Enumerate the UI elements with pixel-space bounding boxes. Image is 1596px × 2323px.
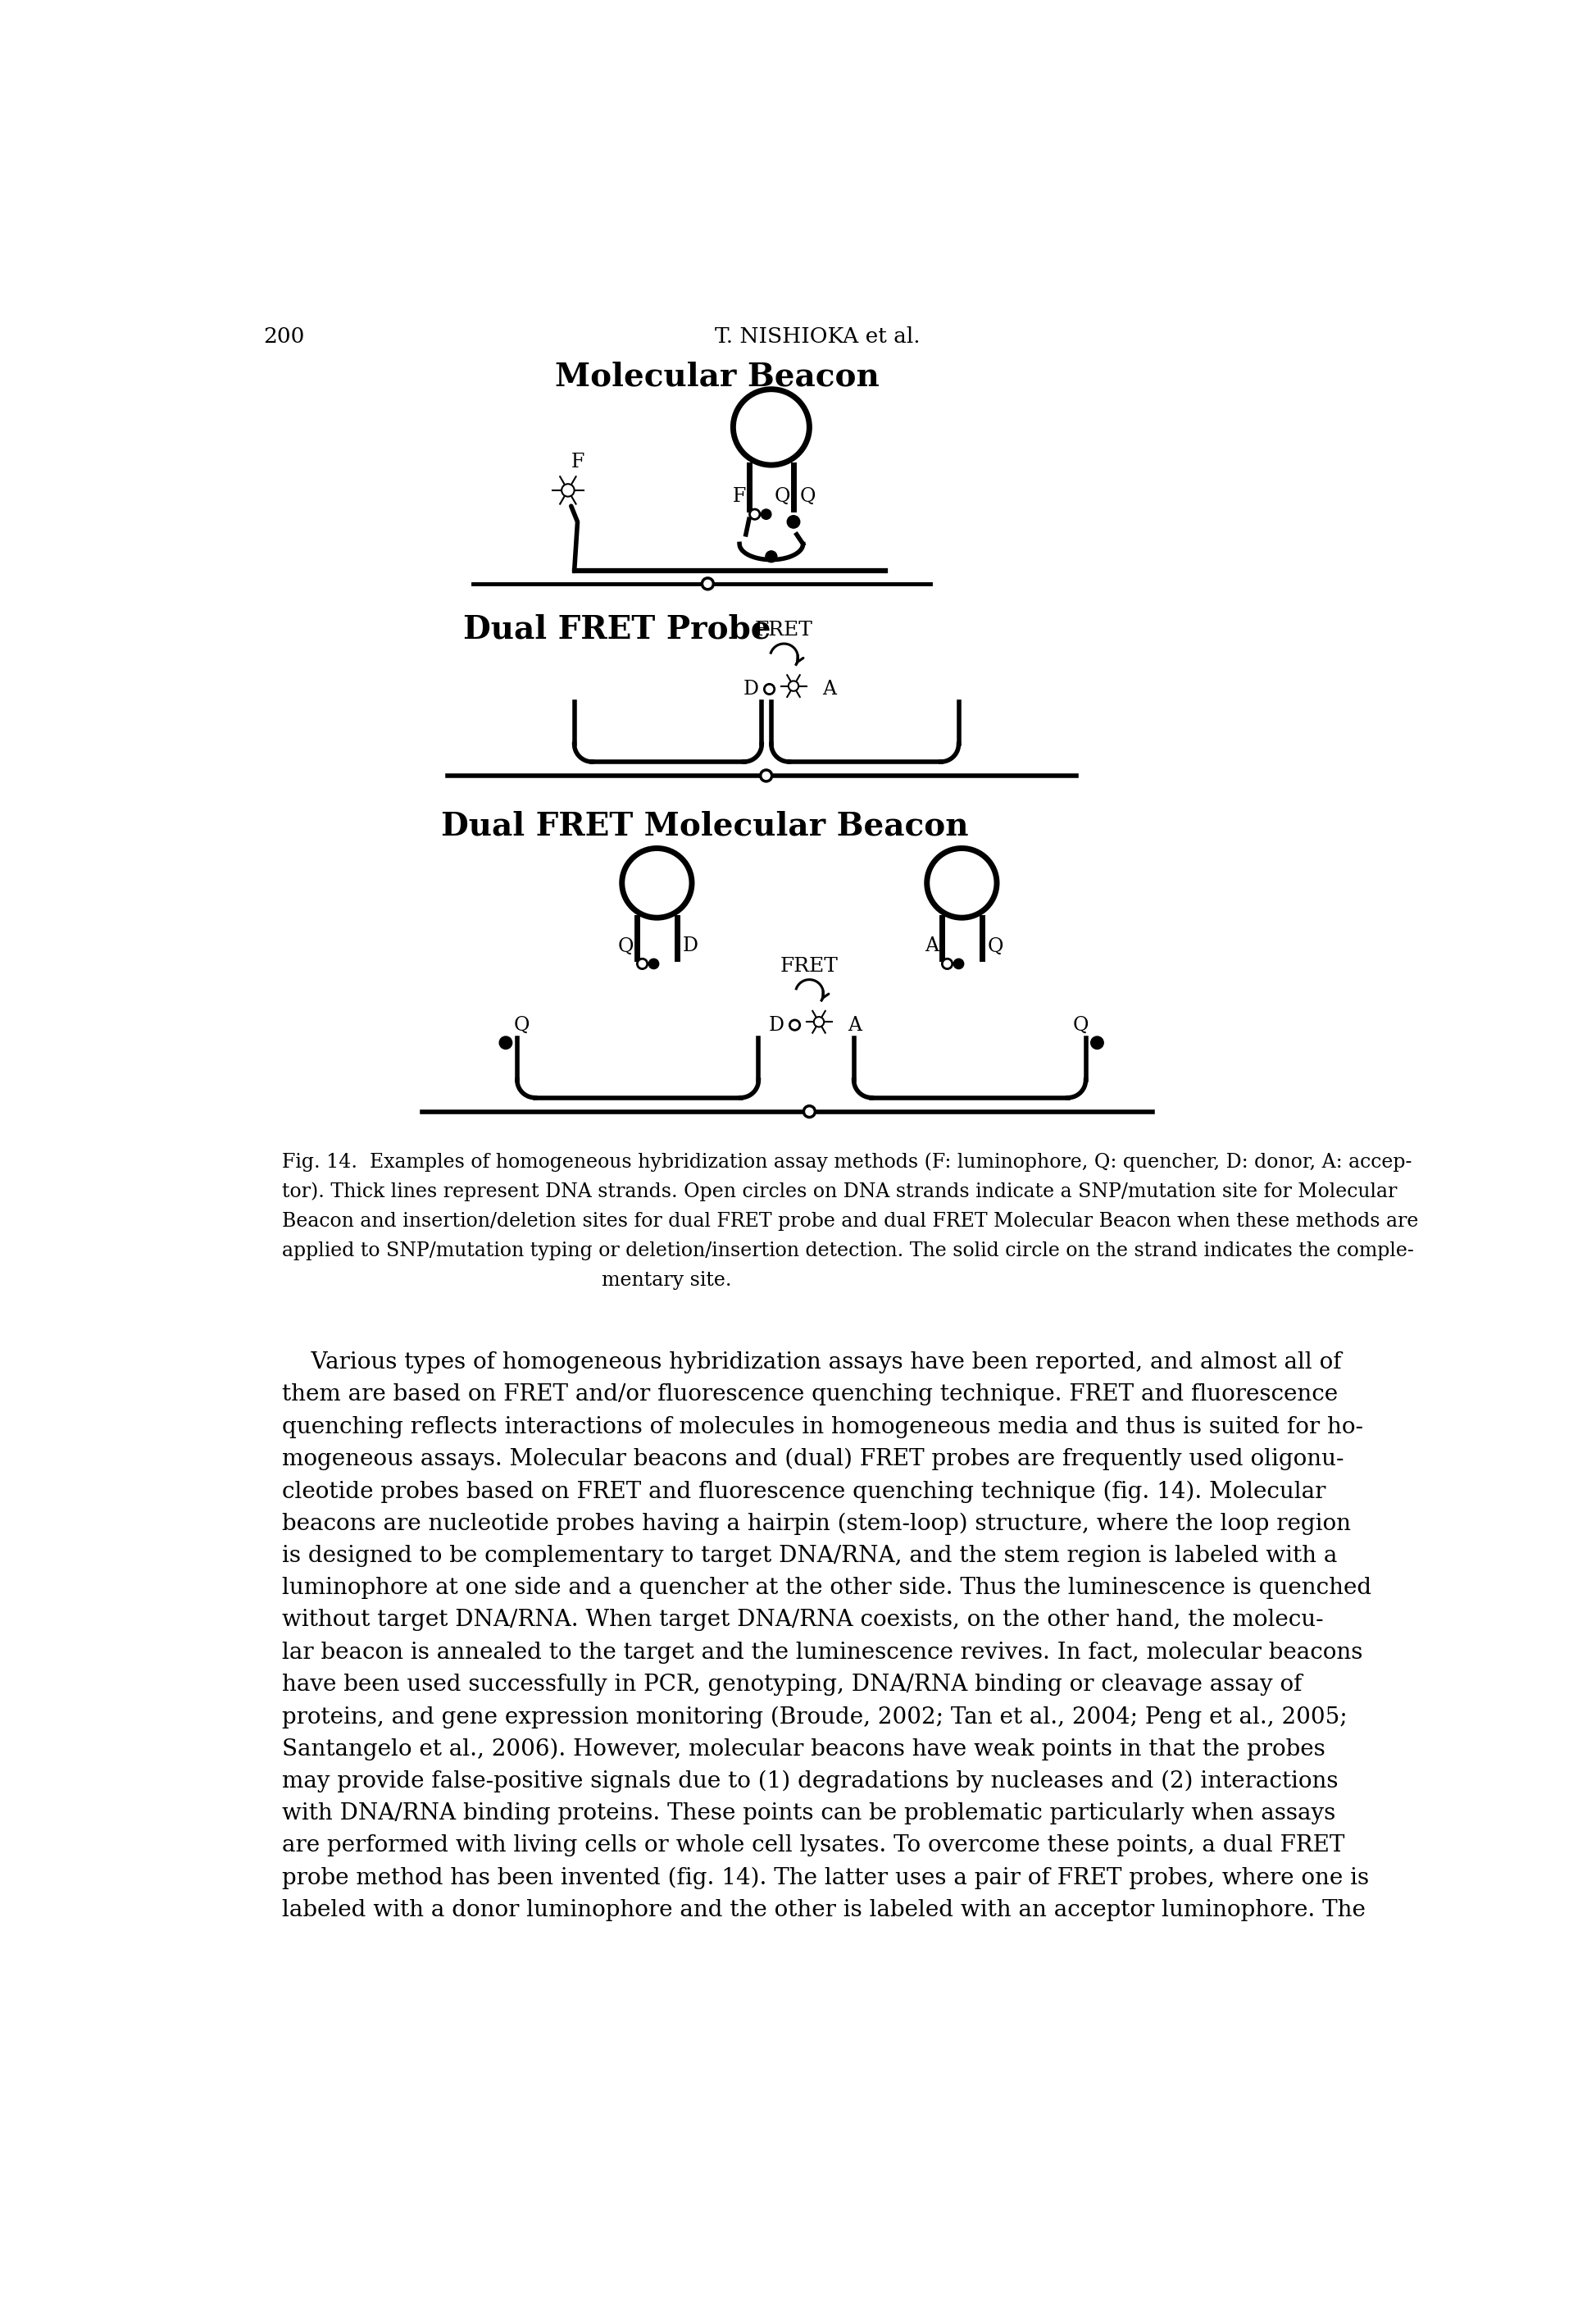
Circle shape: [750, 509, 760, 520]
Circle shape: [702, 578, 713, 590]
Circle shape: [761, 509, 771, 520]
Text: Dual FRET Molecular Beacon: Dual FRET Molecular Beacon: [440, 811, 969, 841]
Circle shape: [562, 483, 575, 497]
Text: F: F: [571, 453, 584, 472]
Text: Various types of homogeneous hybridization assays have been reported, and almost: Various types of homogeneous hybridizati…: [282, 1352, 1342, 1373]
Text: may provide false-positive signals due to (1) degradations by nucleases and (2) : may provide false-positive signals due t…: [282, 1770, 1339, 1793]
Text: Q: Q: [514, 1015, 530, 1034]
Circle shape: [764, 683, 774, 695]
Circle shape: [953, 959, 964, 969]
Text: D: D: [768, 1015, 784, 1034]
Text: D: D: [683, 936, 697, 955]
Circle shape: [942, 959, 953, 969]
Text: them are based on FRET and/or fluorescence quenching technique. FRET and fluores: them are based on FRET and/or fluorescen…: [282, 1385, 1337, 1405]
Circle shape: [766, 551, 777, 562]
Circle shape: [787, 516, 800, 527]
Text: cleotide probes based on FRET and fluorescence quenching technique (fig. 14). Mo: cleotide probes based on FRET and fluore…: [282, 1480, 1326, 1503]
Text: probe method has been invented (fig. 14). The latter uses a pair of FRET probes,: probe method has been invented (fig. 14)…: [282, 1868, 1369, 1889]
Text: Molecular Beacon: Molecular Beacon: [555, 360, 879, 393]
Text: F: F: [733, 488, 745, 506]
Text: 200: 200: [263, 325, 305, 346]
Text: Q: Q: [1073, 1015, 1088, 1034]
Text: Santangelo et al., 2006). However, molecular beacons have weak points in that th: Santangelo et al., 2006). However, molec…: [282, 1738, 1325, 1761]
Text: A: A: [924, 936, 938, 955]
Text: mentary site.: mentary site.: [282, 1271, 731, 1289]
Text: are performed with living cells or whole cell lysates. To overcome these points,: are performed with living cells or whole…: [282, 1835, 1345, 1856]
Text: have been used successfully in PCR, genotyping, DNA/RNA binding or cleavage assa: have been used successfully in PCR, geno…: [282, 1673, 1302, 1696]
Text: Q: Q: [800, 488, 816, 506]
Circle shape: [790, 1020, 800, 1029]
Text: beacons are nucleotide probes having a hairpin (stem-loop) structure, where the : beacons are nucleotide probes having a h…: [282, 1512, 1350, 1536]
Text: T. NISHIOKA et al.: T. NISHIOKA et al.: [715, 325, 921, 346]
Circle shape: [788, 681, 798, 690]
Text: Beacon and insertion/deletion sites for dual FRET probe and dual FRET Molecular : Beacon and insertion/deletion sites for …: [282, 1213, 1419, 1231]
Circle shape: [814, 1017, 824, 1027]
Text: mogeneous assays. Molecular beacons and (dual) FRET probes are frequently used o: mogeneous assays. Molecular beacons and …: [282, 1447, 1344, 1470]
Circle shape: [500, 1036, 512, 1050]
Circle shape: [760, 769, 772, 781]
Text: quenching reflects interactions of molecules in homogeneous media and thus is su: quenching reflects interactions of molec…: [282, 1417, 1363, 1438]
Text: applied to SNP/mutation typing or deletion/insertion detection. The solid circle: applied to SNP/mutation typing or deleti…: [282, 1240, 1414, 1261]
Text: Q: Q: [988, 936, 1004, 955]
Text: Q: Q: [774, 488, 790, 506]
Circle shape: [1090, 1036, 1103, 1050]
Text: lar beacon is annealed to the target and the luminescence revives. In fact, mole: lar beacon is annealed to the target and…: [282, 1642, 1363, 1663]
Text: with DNA/RNA binding proteins. These points can be problematic particularly when: with DNA/RNA binding proteins. These poi…: [282, 1803, 1336, 1824]
Text: Dual FRET Probe: Dual FRET Probe: [463, 613, 771, 643]
Text: A: A: [822, 681, 836, 699]
Text: A: A: [847, 1015, 862, 1034]
Text: FRET: FRET: [780, 957, 838, 976]
Text: proteins, and gene expression monitoring (Broude, 2002; Tan et al., 2004; Peng e: proteins, and gene expression monitoring…: [282, 1705, 1347, 1728]
Text: without target DNA/RNA. When target DNA/RNA coexists, on the other hand, the mol: without target DNA/RNA. When target DNA/…: [282, 1610, 1323, 1631]
Circle shape: [637, 959, 648, 969]
Circle shape: [648, 959, 659, 969]
Circle shape: [804, 1106, 816, 1117]
Text: FRET: FRET: [755, 620, 812, 639]
Text: Q: Q: [618, 936, 634, 955]
Text: labeled with a donor luminophore and the other is labeled with an acceptor lumin: labeled with a donor luminophore and the…: [282, 1898, 1366, 1921]
Text: luminophore at one side and a quencher at the other side. Thus the luminescence : luminophore at one side and a quencher a…: [282, 1577, 1371, 1598]
Text: is designed to be complementary to target DNA/RNA, and the stem region is labele: is designed to be complementary to targe…: [282, 1545, 1337, 1566]
Text: Fig. 14.  Examples of homogeneous hybridization assay methods (F: luminophore, Q: Fig. 14. Examples of homogeneous hybridi…: [282, 1152, 1412, 1171]
Text: D: D: [744, 681, 758, 699]
Text: tor). Thick lines represent DNA strands. Open circles on DNA strands indicate a : tor). Thick lines represent DNA strands.…: [282, 1182, 1396, 1201]
